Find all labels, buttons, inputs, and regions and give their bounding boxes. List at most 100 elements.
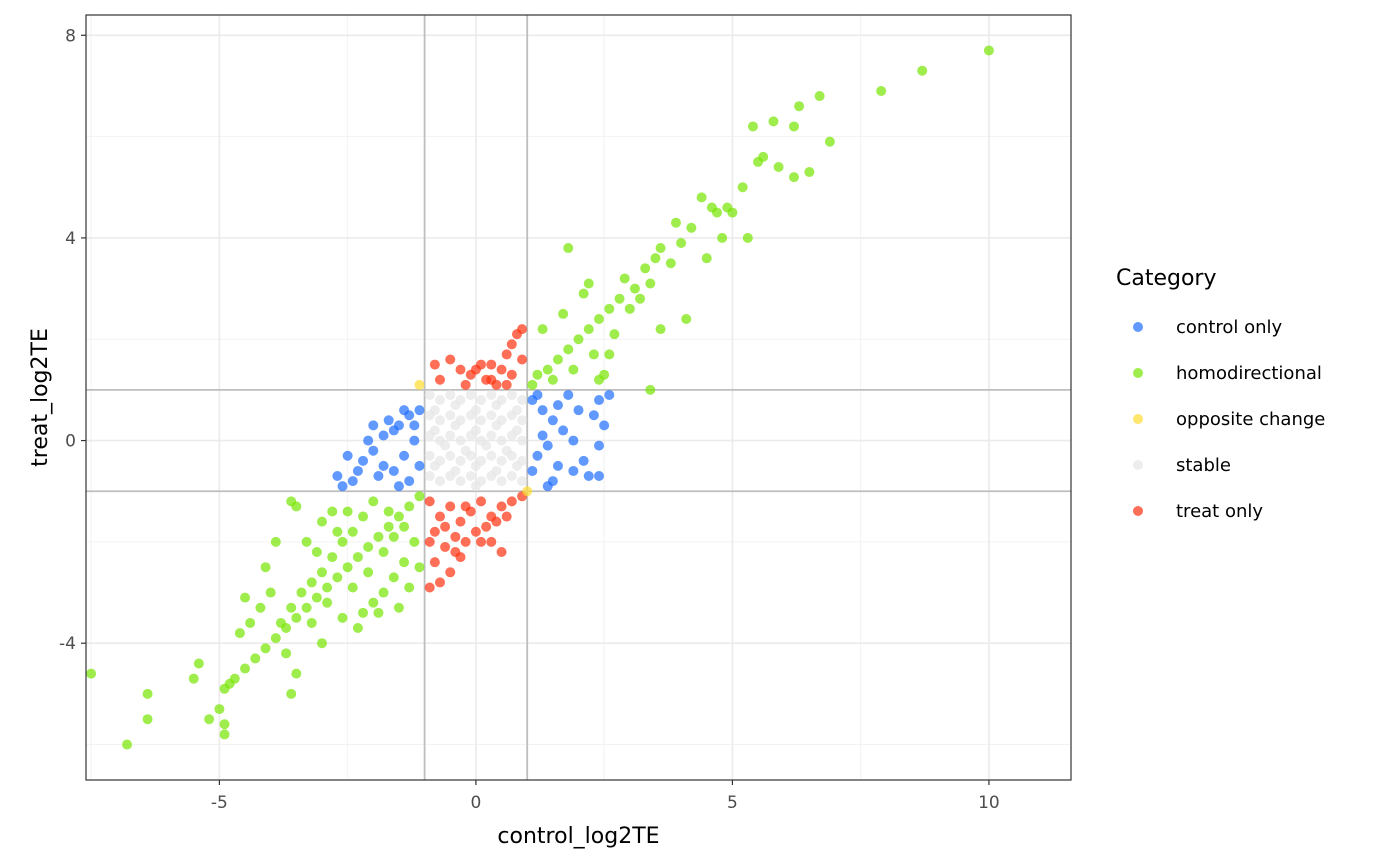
data-point xyxy=(188,673,199,684)
data-point xyxy=(414,460,425,471)
data-point xyxy=(455,516,466,527)
data-point xyxy=(214,704,225,715)
data-point xyxy=(573,405,584,416)
data-point xyxy=(301,536,312,547)
data-point xyxy=(501,445,512,456)
data-point xyxy=(476,496,487,507)
data-point xyxy=(404,582,415,593)
x-tick-label: 5 xyxy=(727,793,738,813)
data-point xyxy=(414,491,425,502)
legend-item: treat only xyxy=(1133,501,1263,522)
data-point xyxy=(563,344,574,355)
data-point xyxy=(635,293,646,304)
data-point xyxy=(445,501,456,512)
data-point xyxy=(270,536,281,547)
data-point xyxy=(496,476,507,487)
x-axis-ticks: -5 0 5 10 xyxy=(211,780,1000,813)
data-point xyxy=(686,222,697,233)
data-point xyxy=(491,420,502,431)
legend-key xyxy=(1133,414,1143,424)
data-point xyxy=(532,389,543,400)
data-point xyxy=(476,536,487,547)
legend-key xyxy=(1133,506,1143,516)
data-point xyxy=(409,536,420,547)
data-point xyxy=(527,465,538,476)
data-point xyxy=(501,379,512,390)
data-point xyxy=(265,587,276,598)
data-point xyxy=(517,435,528,446)
data-point xyxy=(676,237,687,248)
data-point xyxy=(311,547,322,558)
data-point xyxy=(486,536,497,547)
data-point xyxy=(665,258,676,269)
data-point xyxy=(260,643,271,654)
data-point xyxy=(424,389,435,400)
y-tick-label: 8 xyxy=(65,26,76,46)
data-point xyxy=(794,101,805,112)
data-point xyxy=(465,389,476,400)
data-point xyxy=(614,293,625,304)
data-point xyxy=(414,562,425,573)
data-point xyxy=(332,471,343,482)
data-point xyxy=(476,395,487,406)
data-point xyxy=(670,217,681,228)
data-point xyxy=(296,587,307,598)
series-opposite-change xyxy=(414,379,533,497)
data-point xyxy=(440,541,451,552)
data-point xyxy=(409,435,420,446)
data-point xyxy=(409,420,420,431)
data-point xyxy=(383,506,394,517)
data-point xyxy=(696,192,707,203)
data-point xyxy=(373,531,384,542)
data-point xyxy=(568,364,579,375)
legend-key xyxy=(1133,460,1143,470)
data-point xyxy=(465,471,476,482)
data-point xyxy=(604,389,615,400)
data-point xyxy=(747,121,758,132)
data-point xyxy=(270,633,281,644)
data-point xyxy=(450,465,461,476)
data-point xyxy=(496,455,507,466)
data-point xyxy=(219,719,230,730)
threshold-lines xyxy=(86,15,1071,780)
data-point xyxy=(552,460,563,471)
data-point xyxy=(352,552,363,563)
data-point xyxy=(650,253,661,264)
legend-key xyxy=(1133,368,1143,378)
series-control-only xyxy=(332,389,615,492)
x-tick-label: 0 xyxy=(470,793,481,813)
legend-label: homodirectional xyxy=(1176,363,1322,384)
data-point xyxy=(358,607,369,618)
data-point xyxy=(470,481,481,492)
data-point xyxy=(455,364,466,375)
data-point xyxy=(640,263,651,274)
data-point xyxy=(527,379,538,390)
data-point xyxy=(368,597,379,608)
data-point xyxy=(347,526,358,537)
data-point xyxy=(445,410,456,421)
data-point xyxy=(517,354,528,365)
data-point xyxy=(388,531,399,542)
data-point xyxy=(440,521,451,532)
data-point xyxy=(496,364,507,375)
data-point xyxy=(450,400,461,411)
data-point xyxy=(501,511,512,522)
data-point xyxy=(496,435,507,446)
data-point xyxy=(414,405,425,416)
data-point xyxy=(429,405,440,416)
series-stable xyxy=(424,389,528,492)
data-point xyxy=(250,653,261,664)
legend-item: opposite change xyxy=(1133,409,1325,430)
data-point xyxy=(378,460,389,471)
series-treat-only xyxy=(424,324,528,593)
data-point xyxy=(414,379,425,390)
data-point xyxy=(788,121,799,132)
data-point xyxy=(347,582,358,593)
data-point xyxy=(424,496,435,507)
data-point xyxy=(368,445,379,456)
data-point xyxy=(491,400,502,411)
data-point xyxy=(542,481,553,492)
data-point xyxy=(301,602,312,613)
data-point xyxy=(506,389,517,400)
